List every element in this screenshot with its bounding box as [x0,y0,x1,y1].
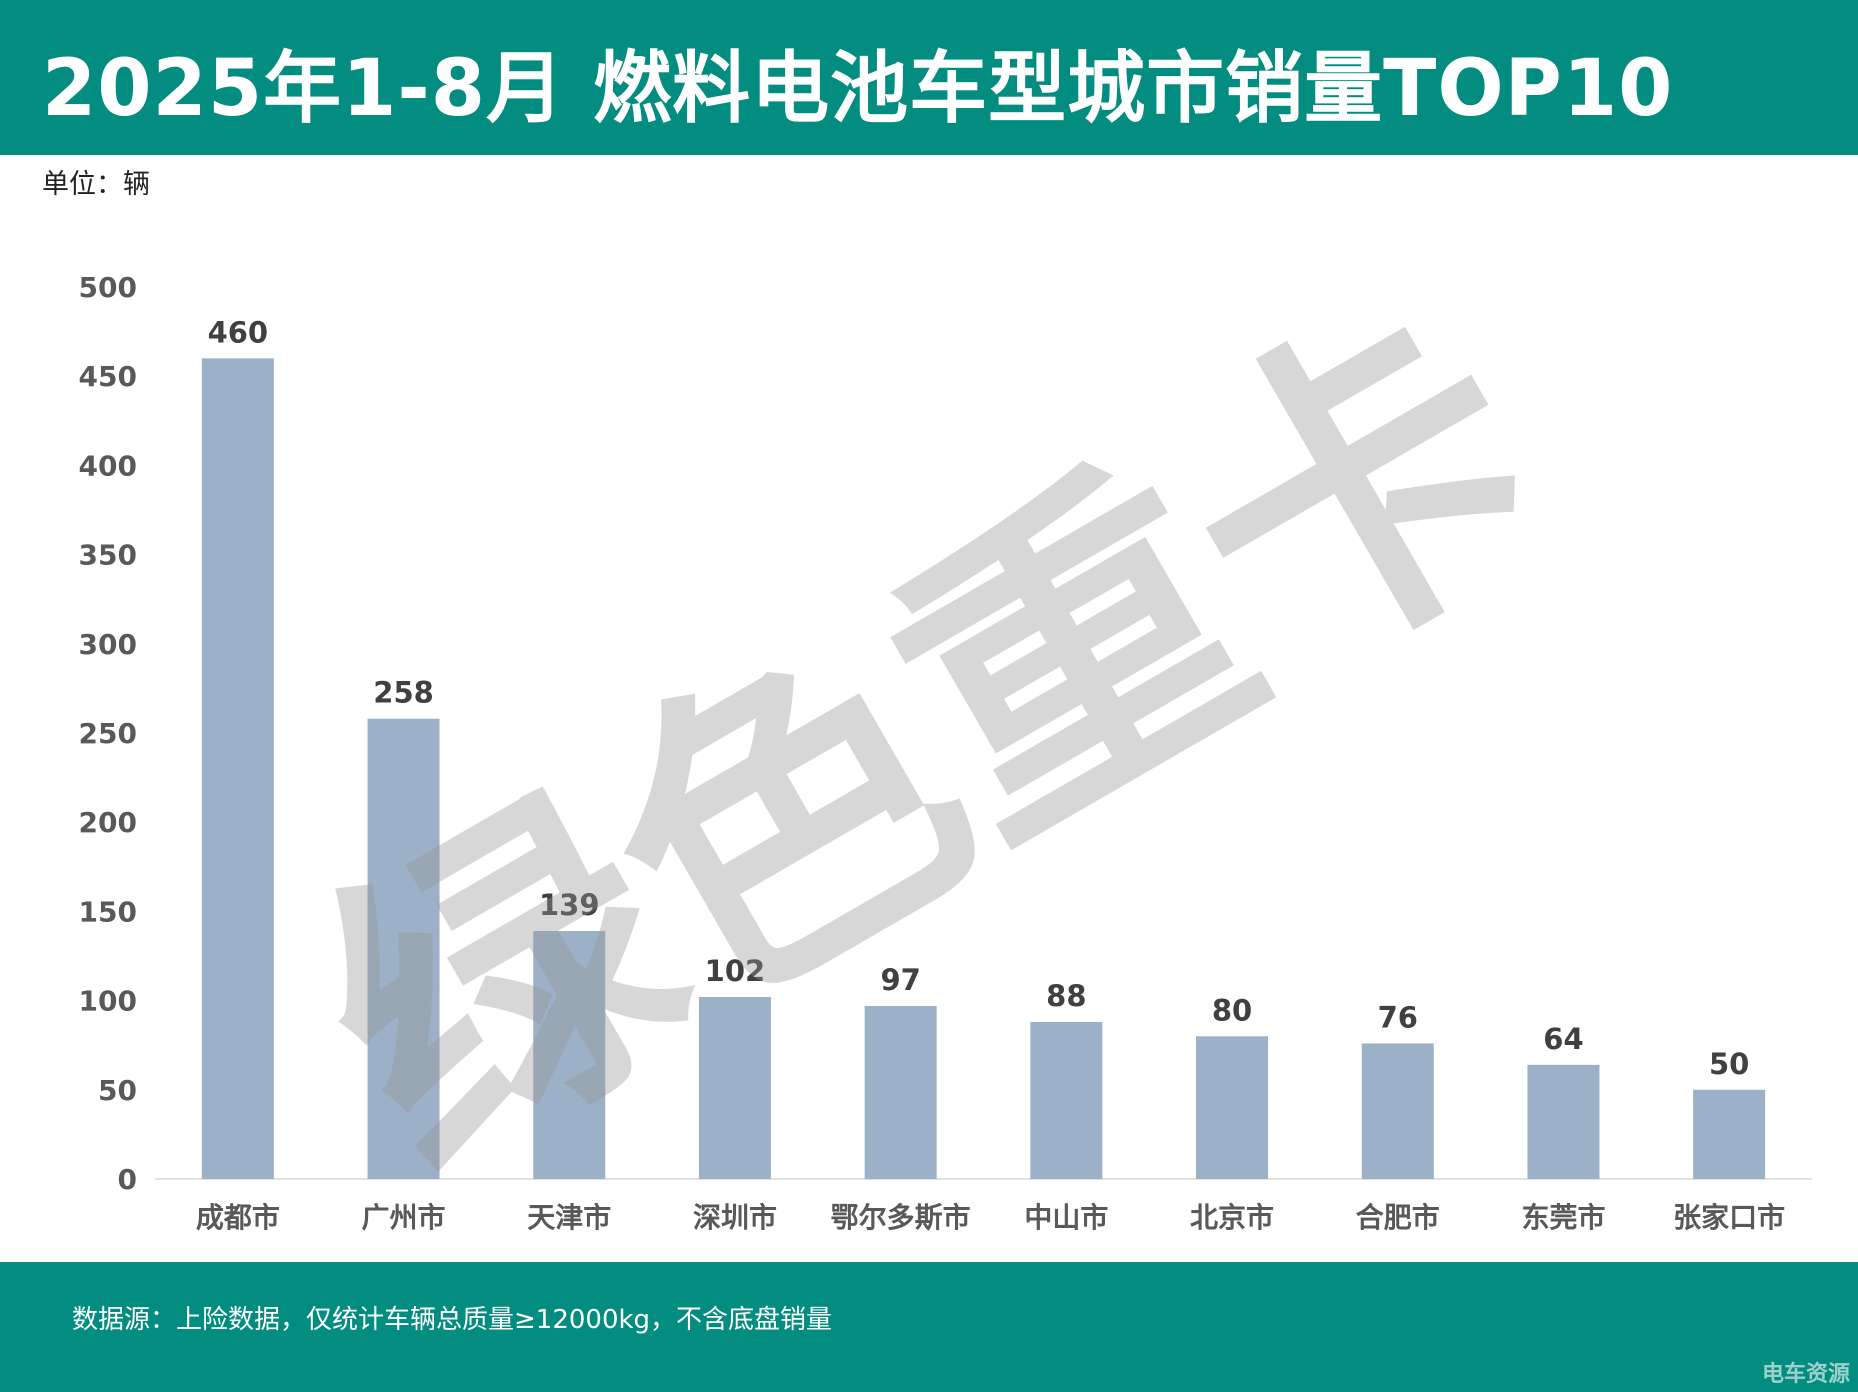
x-tick-label: 合肥市 [1356,1201,1440,1234]
y-tick-label: 150 [79,895,137,928]
bar-chart: 0 50 100 150 200 250 300 350 400 450 500 460 258 139… [79,271,1812,1234]
data-label: 76 [1378,1000,1418,1034]
y-tick-label: 0 [118,1163,137,1196]
y-tick-label: 300 [79,628,137,661]
y-tick-label: 200 [79,806,137,839]
bar [367,718,440,1179]
y-axis: 0 50 100 150 200 250 300 350 400 450 500 [79,271,137,1196]
page-title: 2025年1-8月 燃料电池车型城市销量TOP10 [42,44,1674,134]
bar [201,358,274,1179]
y-tick-label: 350 [79,539,137,572]
bar [533,931,606,1179]
data-label: 139 [539,888,600,922]
x-tick-label: 天津市 [527,1201,611,1234]
bar [1527,1064,1600,1179]
x-tick-label: 成都市 [196,1201,280,1234]
y-tick-label: 250 [79,717,137,750]
bar [1693,1089,1766,1179]
bar [1196,1036,1269,1179]
data-label: 258 [373,676,434,710]
data-label: 88 [1046,979,1086,1013]
x-tick-label: 东莞市 [1521,1201,1605,1234]
title-bar: 2025年1-8月 燃料电池车型城市销量TOP10 [0,0,1858,155]
y-tick-label: 500 [79,271,137,304]
x-tick-label: 北京市 [1190,1201,1274,1234]
x-axis: 成都市 广州市 天津市 深圳市 鄂尔多斯市 中山市 北京市 合肥市 东莞市 张家口市 [196,1201,1785,1234]
bars [201,358,1766,1179]
y-tick-label: 50 [98,1074,137,1107]
brand-watermark: 电车资源 [1761,1362,1850,1387]
data-label: 64 [1543,1022,1583,1056]
data-labels: 460 258 139 102 97 88 80 76 64 50 [208,315,1750,1080]
x-tick-label: 张家口市 [1673,1201,1785,1234]
y-tick-label: 100 [79,985,137,1018]
y-tick-label: 450 [79,360,137,393]
bar [1030,1022,1103,1179]
x-tick-label: 中山市 [1024,1201,1108,1234]
data-source-note: 数据源：上险数据，仅统计车辆总质量≥12000kg，不含底盘销量 [72,1305,833,1335]
bar [1361,1043,1434,1179]
bar [864,1005,937,1179]
data-label: 102 [705,954,766,988]
data-label: 50 [1709,1047,1749,1081]
unit-label: 单位：辆 [42,169,150,200]
x-tick-label: 广州市 [362,1201,446,1234]
data-label: 97 [880,963,920,997]
y-tick-label: 400 [79,449,137,482]
footer-bar: 数据源：上险数据，仅统计车辆总质量≥12000kg，不含底盘销量 电车资源 [0,1262,1858,1392]
x-tick-label: 深圳市 [693,1201,777,1234]
data-label: 460 [208,315,269,349]
data-label: 80 [1212,993,1252,1027]
x-tick-label: 鄂尔多斯市 [831,1201,971,1234]
bar [698,997,771,1179]
